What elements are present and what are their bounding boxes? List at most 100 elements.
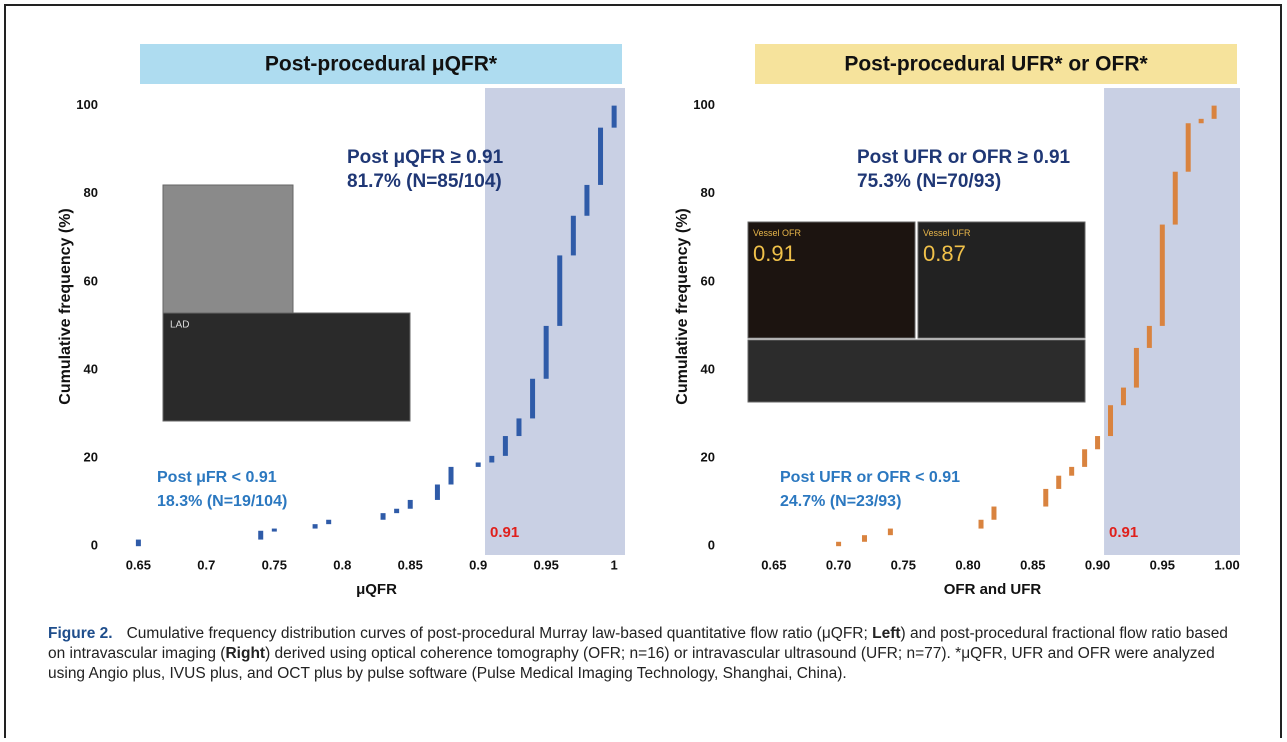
frequency-step — [598, 128, 603, 185]
frequency-step — [612, 106, 617, 128]
frequency-step — [1199, 119, 1204, 123]
frequency-step — [1160, 225, 1165, 326]
y-axis-label: Cumulative frequency (%) — [674, 208, 691, 404]
y-tick-label: 0 — [708, 538, 715, 553]
frequency-step — [1121, 388, 1126, 406]
frequency-step — [584, 185, 589, 216]
x-tick-label: 0.75 — [262, 557, 287, 572]
y-tick-label: 40 — [701, 361, 715, 376]
frequency-step — [1069, 467, 1074, 476]
inset-label: 0.87 — [923, 241, 966, 266]
frequency-step — [888, 529, 893, 536]
frequency-step — [1173, 172, 1178, 225]
x-axis-label: μQFR — [356, 581, 397, 598]
y-tick-label: 20 — [84, 450, 98, 465]
threshold-label: 0.91 — [490, 524, 519, 541]
frequency-step — [503, 436, 508, 456]
frequency-step — [516, 418, 521, 436]
inset-label: Vessel UFR — [923, 228, 971, 238]
caption-text: Figure 2. — [48, 625, 113, 642]
page: Post-procedural μQFR*0.91LAD020406080100… — [0, 0, 1287, 742]
frequency-step — [136, 540, 141, 547]
caption-text: Right — [225, 645, 265, 662]
x-tick-label: 0.75 — [891, 557, 916, 572]
inset-image — [163, 185, 293, 313]
frequency-step — [381, 513, 386, 520]
frequency-step — [449, 467, 454, 485]
frequency-step — [1108, 405, 1113, 436]
inset-image — [748, 340, 1085, 402]
frequency-step — [1056, 476, 1061, 489]
x-tick-label: 0.65 — [761, 557, 786, 572]
frequency-step — [272, 529, 277, 532]
x-tick-label: 0.95 — [1150, 557, 1175, 572]
frequency-step — [991, 507, 996, 520]
annotation: 75.3% (N=70/93) — [857, 171, 1001, 192]
x-tick-label: 0.80 — [955, 557, 980, 572]
y-tick-label: 100 — [76, 97, 98, 112]
frequency-step — [1095, 436, 1100, 449]
frequency-step — [836, 542, 841, 546]
inset-label: Vessel OFR — [753, 228, 802, 238]
frequency-step — [313, 524, 318, 528]
frequency-step — [1147, 326, 1152, 348]
x-tick-label: 0.65 — [126, 557, 151, 572]
y-tick-label: 60 — [701, 273, 715, 288]
x-tick-label: 0.85 — [1020, 557, 1045, 572]
frequency-step — [394, 509, 399, 513]
x-tick-label: 0.8 — [333, 557, 351, 572]
frequency-step — [408, 500, 413, 509]
figure: Post-procedural μQFR*0.91LAD020406080100… — [0, 0, 1287, 615]
x-tick-label: 1 — [611, 557, 618, 572]
annotation: Post μQFR ≥ 0.91 — [347, 147, 504, 168]
caption-text: Cumulative frequency distribution curves… — [127, 625, 873, 642]
y-tick-label: 0 — [91, 538, 98, 553]
y-tick-label: 100 — [693, 97, 715, 112]
threshold-region — [1104, 88, 1240, 555]
x-axis-label: OFR and UFR — [944, 581, 1042, 598]
frequency-step — [979, 520, 984, 529]
annotation: Post UFR or OFR ≥ 0.91 — [857, 147, 1071, 168]
y-tick-label: 60 — [84, 273, 98, 288]
annotation: 18.3% (N=19/104) — [157, 493, 287, 510]
chart-title: Post-procedural μQFR* — [265, 53, 498, 76]
frequency-step — [435, 485, 440, 500]
annotation: 81.7% (N=85/104) — [347, 171, 502, 192]
x-tick-label: 0.85 — [398, 557, 423, 572]
threshold-region — [485, 88, 625, 555]
x-tick-label: 0.90 — [1085, 557, 1110, 572]
x-tick-label: 0.9 — [469, 557, 487, 572]
y-tick-label: 40 — [84, 361, 98, 376]
y-tick-label: 20 — [701, 450, 715, 465]
inset-label: 0.91 — [753, 241, 796, 266]
frequency-step — [326, 520, 331, 524]
frequency-step — [1043, 489, 1048, 507]
inset-label: LAD — [170, 320, 189, 331]
frequency-step — [862, 535, 867, 542]
frequency-step — [258, 531, 263, 540]
inset-image — [918, 222, 1085, 338]
frequency-step — [1082, 449, 1087, 467]
frequency-step — [571, 216, 576, 256]
frequency-step — [557, 255, 562, 325]
frequency-step — [476, 462, 481, 466]
frequency-step — [544, 326, 549, 379]
frequency-step — [1212, 106, 1217, 119]
frequency-step — [489, 456, 494, 463]
y-tick-label: 80 — [701, 185, 715, 200]
threshold-label: 0.91 — [1109, 524, 1138, 541]
y-axis-label: Cumulative frequency (%) — [57, 208, 74, 404]
chart-title: Post-procedural UFR* or OFR* — [844, 53, 1148, 76]
inset-image — [163, 313, 410, 421]
x-tick-label: 0.7 — [197, 557, 215, 572]
annotation: Post UFR or OFR < 0.91 — [780, 469, 960, 486]
frequency-step — [1186, 123, 1191, 171]
annotation: 24.7% (N=23/93) — [780, 493, 901, 510]
inset-image — [748, 222, 915, 338]
annotation: Post μFR < 0.91 — [157, 469, 277, 486]
x-tick-label: 1.00 — [1214, 557, 1239, 572]
frequency-step — [1134, 348, 1139, 388]
frequency-step — [530, 379, 535, 419]
x-tick-label: 0.95 — [534, 557, 559, 572]
caption-text: Left — [872, 625, 900, 642]
